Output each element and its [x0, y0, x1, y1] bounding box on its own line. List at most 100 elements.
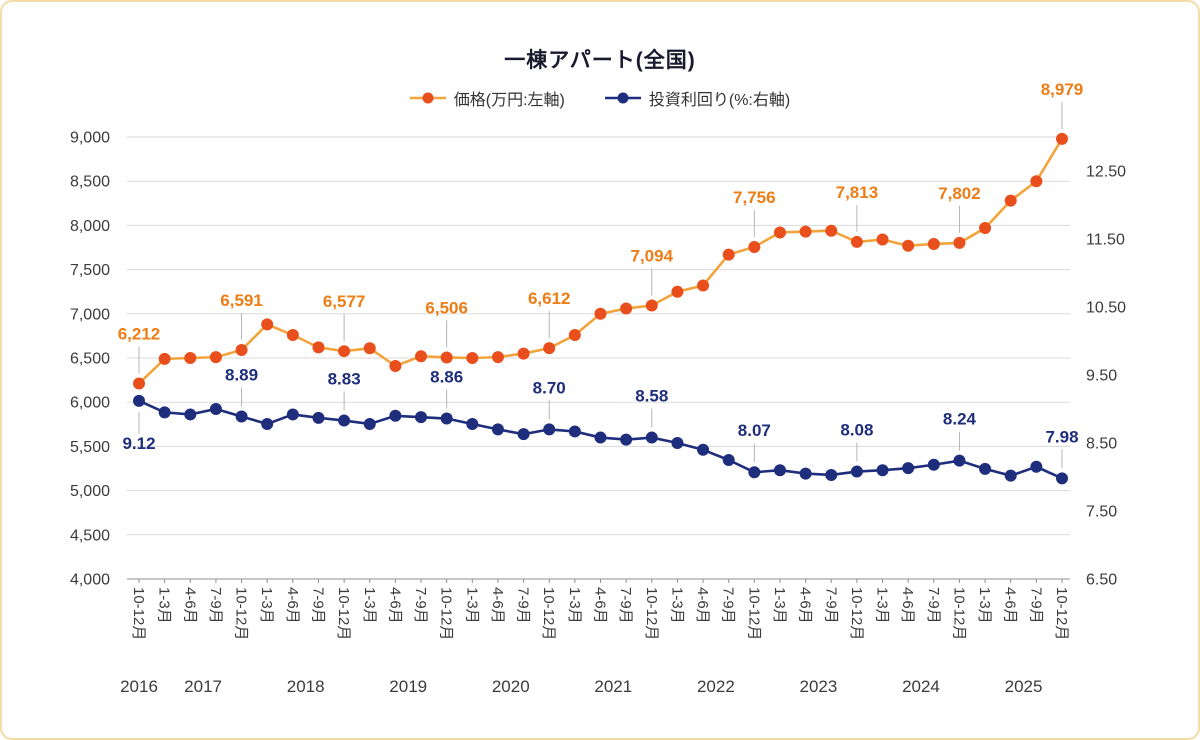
- x-axis-quarter-label: 10-12月: [233, 587, 250, 640]
- price-point: [876, 233, 889, 246]
- price-data-label: 6,577: [323, 292, 366, 311]
- yield-point: [927, 458, 940, 471]
- x-axis-quarter-label: 4-6月: [386, 587, 403, 624]
- yield-point: [389, 409, 402, 422]
- price-data-label: 7,094: [631, 246, 674, 265]
- price-data-label: 7,813: [836, 183, 879, 202]
- yield-point: [671, 437, 684, 449]
- yield-point: [517, 428, 530, 441]
- price-point: [927, 237, 940, 250]
- yield-point: [440, 412, 453, 425]
- yield-point: [235, 410, 248, 423]
- x-axis-quarter-label: 1-3月: [771, 587, 788, 624]
- yield-point: [594, 431, 607, 444]
- price-point: [415, 350, 428, 363]
- x-axis-year-label: 2017: [184, 677, 222, 696]
- right-axis-tick-label: 10.50: [1086, 300, 1126, 317]
- price-point: [158, 352, 171, 365]
- legend-yield-label: 投資利回り(%:右軸): [648, 92, 791, 109]
- yield-point: [312, 411, 325, 424]
- x-axis-quarter-label: 7-9月: [1027, 587, 1044, 624]
- yield-point: [645, 431, 658, 444]
- price-point: [979, 222, 992, 235]
- x-axis-quarter-label: 4-6月: [899, 587, 916, 624]
- x-axis-quarter-label: 7-9月: [925, 587, 942, 624]
- x-axis-quarter-label: 10-12月: [335, 587, 352, 640]
- price-point: [748, 240, 761, 253]
- x-axis-year-label: 2019: [389, 677, 427, 696]
- price-point: [235, 343, 248, 356]
- right-axis-tick-label: 8.50: [1086, 436, 1117, 453]
- left-axis-tick-label: 6,000: [70, 395, 110, 412]
- yield-point: [466, 417, 479, 430]
- price-data-label: 6,591: [220, 291, 263, 310]
- yield-point: [953, 454, 966, 467]
- yield-point: [543, 423, 556, 436]
- yield-point: [722, 454, 735, 466]
- legend-price-marker-icon: [409, 92, 446, 104]
- price-data-label: 6,612: [528, 289, 571, 308]
- yield-point: [1056, 472, 1068, 485]
- yield-point: [491, 423, 504, 436]
- x-axis-quarter-label: 1-3月: [566, 587, 583, 624]
- yield-point: [697, 443, 710, 456]
- price-point: [286, 329, 299, 342]
- x-axis-quarter-label: 7-9月: [720, 587, 737, 624]
- yield-point: [773, 464, 786, 477]
- right-axis-tick-label: 7.50: [1086, 504, 1117, 521]
- yield-data-label: 8.70: [533, 378, 566, 397]
- x-axis-quarter-label: 1-3月: [258, 587, 275, 624]
- yield-point: [415, 411, 428, 424]
- legend-yield-marker-icon: [604, 92, 641, 104]
- price-point: [697, 279, 710, 292]
- yield-point: [286, 408, 299, 421]
- x-axis-quarter-label: 1-3月: [463, 587, 480, 624]
- yield-data-label: 8.86: [430, 368, 463, 387]
- yield-data-label: 8.24: [943, 410, 977, 429]
- yield-point: [209, 403, 222, 415]
- yield-point: [133, 394, 145, 407]
- x-axis-year-label: 2024: [902, 677, 940, 696]
- price-point: [517, 347, 530, 360]
- price-point: [594, 307, 607, 320]
- x-axis-quarter-label: 1-3月: [361, 587, 378, 624]
- x-axis-quarter-label: 4-6月: [181, 587, 198, 624]
- x-axis-quarter-label: 10-12月: [130, 587, 147, 640]
- x-axis-year-label: 2022: [697, 677, 735, 696]
- x-axis-quarter-label: 10-12月: [643, 587, 660, 640]
- x-axis-quarter-label: 1-3月: [668, 587, 685, 624]
- x-axis-year-label: 2021: [594, 677, 632, 696]
- x-axis-quarter-label: 7-9月: [207, 587, 224, 624]
- yield-point: [620, 433, 633, 446]
- price-data-label: 6,506: [425, 298, 468, 317]
- right-axis-tick-label: 9.50: [1086, 368, 1117, 385]
- x-axis-year-label: 2020: [492, 677, 530, 696]
- price-data-label: 7,802: [938, 184, 981, 203]
- x-axis-quarter-label: 4-6月: [797, 587, 814, 624]
- price-data-label: 6,212: [118, 324, 161, 343]
- yield-point: [748, 466, 761, 479]
- yield-data-label: 7.98: [1045, 427, 1078, 446]
- yield-point: [850, 465, 863, 478]
- price-point: [338, 345, 351, 358]
- x-axis-year-label: 2023: [800, 677, 838, 696]
- yield-data-label: 8.08: [840, 421, 873, 440]
- price-data-label: 8,979: [1041, 80, 1084, 99]
- yield-point: [799, 467, 812, 480]
- x-axis-quarter-label: 4-6月: [592, 587, 609, 624]
- x-axis-quarter-label: 1-3月: [156, 587, 173, 624]
- x-axis-year-label: 2025: [1005, 677, 1043, 696]
- x-axis-quarter-label: 4-6月: [694, 587, 711, 624]
- x-axis-quarter-label: 10-12月: [950, 587, 967, 640]
- yield-data-label: 9.12: [122, 434, 155, 453]
- price-point: [312, 341, 325, 354]
- price-data-label: 7,756: [733, 188, 776, 207]
- yield-point: [876, 464, 889, 477]
- left-axis-tick-label: 9,000: [70, 130, 110, 147]
- yield-point: [979, 462, 992, 475]
- price-point: [261, 318, 274, 331]
- price-point: [389, 359, 402, 372]
- x-axis-quarter-label: 10-12月: [540, 587, 557, 640]
- price-point: [1004, 194, 1017, 207]
- price-point: [1030, 175, 1043, 188]
